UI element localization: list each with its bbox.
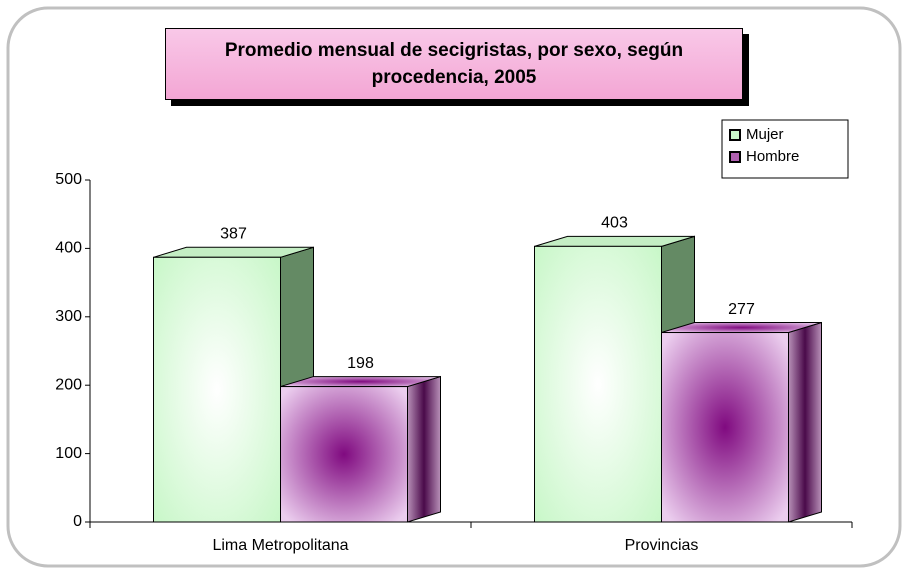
legend-box bbox=[721, 119, 849, 179]
y-tick-label: 0 bbox=[73, 513, 82, 530]
bar bbox=[534, 245, 662, 523]
x-tick-label: Provincias bbox=[625, 537, 699, 554]
y-tick-label: 400 bbox=[55, 240, 82, 257]
legend-label: Mujer bbox=[746, 126, 784, 143]
chart-title: Promedio mensual de secigristas, por sex… bbox=[165, 28, 743, 100]
y-tick-label: 500 bbox=[55, 171, 82, 188]
bar bbox=[661, 332, 789, 523]
data-label: 387 bbox=[220, 226, 247, 243]
data-label: 403 bbox=[601, 215, 628, 232]
legend-swatch bbox=[729, 129, 741, 141]
data-label: 198 bbox=[347, 355, 374, 372]
y-tick-label: 200 bbox=[55, 376, 82, 393]
data-label: 277 bbox=[728, 301, 755, 318]
legend-label: Hombre bbox=[746, 148, 799, 165]
y-tick-label: 300 bbox=[55, 308, 82, 325]
bar-side bbox=[407, 375, 441, 523]
y-tick-label: 100 bbox=[55, 445, 82, 462]
bar bbox=[280, 386, 408, 523]
bar-side bbox=[788, 321, 822, 523]
legend-swatch bbox=[729, 151, 741, 163]
x-tick-label: Lima Metropolitana bbox=[212, 537, 348, 554]
bar bbox=[153, 256, 281, 523]
